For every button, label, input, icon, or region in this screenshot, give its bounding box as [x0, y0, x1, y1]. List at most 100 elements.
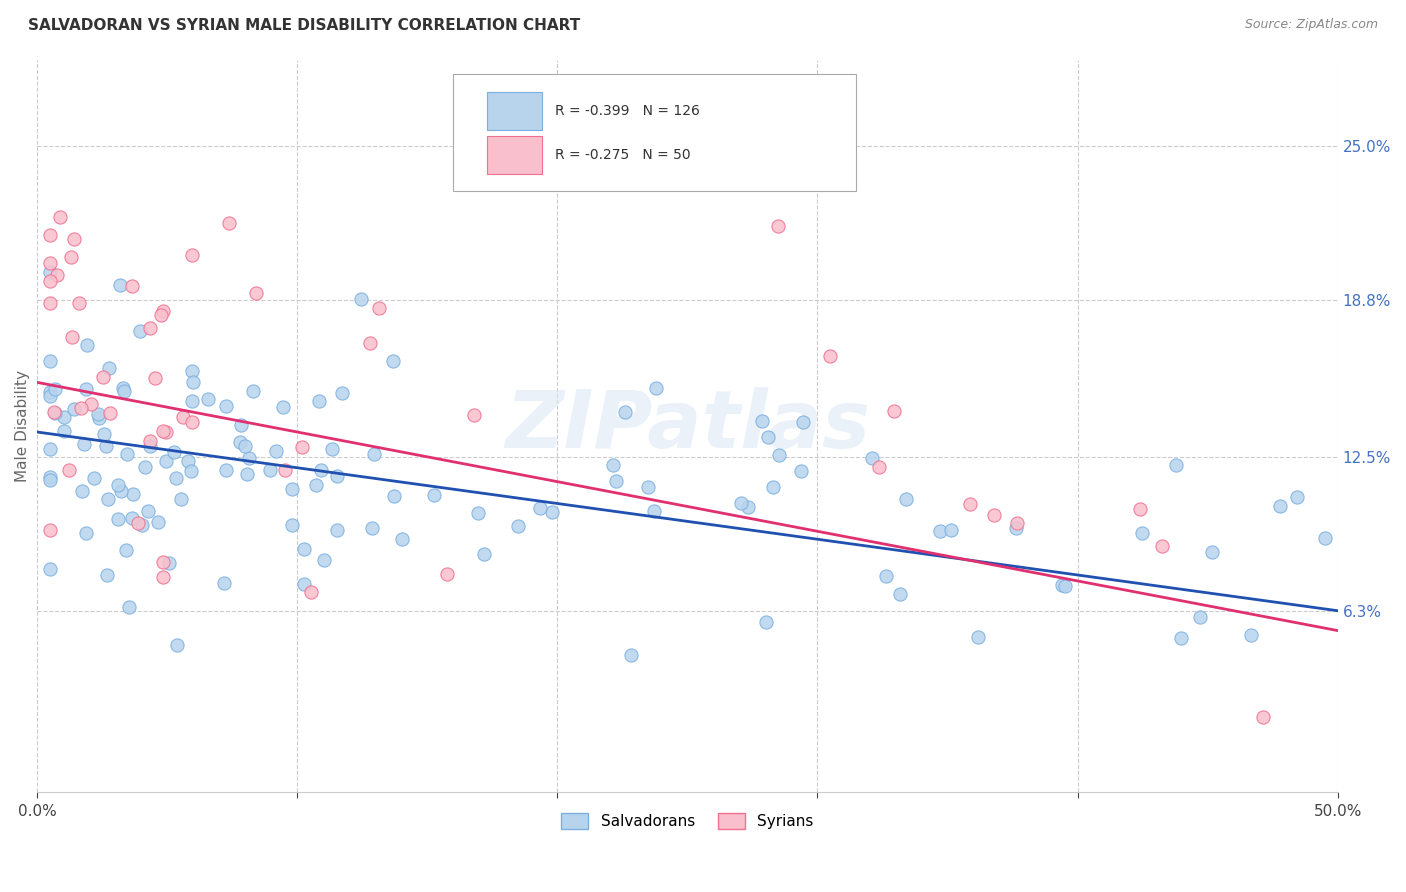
- Point: [1053, 579, 1076, 593]
- Point: [112, 384, 135, 399]
- Point: [382, 489, 405, 503]
- Point: [1286, 491, 1309, 505]
- Point: [39, 274, 62, 288]
- Point: [238, 451, 260, 466]
- Point: [325, 469, 347, 483]
- Point: [751, 414, 773, 428]
- Text: R = -0.275   N = 50: R = -0.275 N = 50: [555, 148, 690, 162]
- Point: [792, 415, 814, 429]
- Point: [229, 434, 252, 449]
- Point: [766, 219, 789, 234]
- Point: [60, 330, 83, 344]
- Point: [39, 295, 62, 310]
- Point: [1007, 516, 1029, 531]
- Point: [818, 349, 841, 363]
- Point: [860, 450, 883, 465]
- Point: [381, 354, 404, 368]
- Point: [70, 484, 93, 499]
- Point: [52, 424, 75, 438]
- Point: [181, 415, 204, 429]
- Point: [768, 448, 790, 462]
- Point: [304, 478, 326, 492]
- Point: [643, 504, 665, 518]
- Point: [737, 500, 759, 515]
- Point: [1164, 458, 1187, 473]
- Point: [155, 425, 177, 439]
- Point: [1050, 578, 1073, 592]
- Point: [762, 480, 785, 494]
- Point: [39, 265, 62, 279]
- Point: [1129, 502, 1152, 516]
- Point: [39, 256, 62, 270]
- Point: [79, 396, 101, 410]
- Point: [39, 523, 62, 537]
- Text: Source: ZipAtlas.com: Source: ZipAtlas.com: [1244, 18, 1378, 31]
- Point: [197, 392, 219, 407]
- Point: [233, 440, 256, 454]
- Point: [529, 500, 551, 515]
- Point: [180, 464, 202, 478]
- Point: [63, 232, 86, 246]
- Point: [181, 248, 204, 262]
- Point: [117, 600, 139, 615]
- Point: [292, 542, 315, 557]
- Point: [280, 483, 302, 497]
- Point: [602, 458, 624, 473]
- Point: [146, 515, 169, 529]
- Point: [44, 382, 66, 396]
- Point: [75, 526, 97, 541]
- Point: [39, 473, 62, 487]
- Point: [107, 512, 129, 526]
- Point: [620, 648, 643, 662]
- Point: [350, 292, 373, 306]
- Point: [172, 410, 194, 425]
- Point: [1170, 631, 1192, 645]
- Point: [308, 394, 330, 409]
- Point: [214, 575, 236, 590]
- Point: [423, 488, 446, 502]
- Point: [613, 405, 636, 419]
- Point: [93, 427, 115, 442]
- Point: [152, 570, 174, 584]
- Point: [637, 480, 659, 494]
- Point: [44, 404, 66, 418]
- Point: [294, 576, 316, 591]
- Point: [143, 370, 166, 384]
- Point: [790, 463, 813, 477]
- Point: [131, 517, 153, 532]
- Point: [58, 463, 80, 477]
- Point: [39, 470, 62, 484]
- Point: [108, 277, 131, 292]
- Point: [312, 553, 335, 567]
- Point: [127, 516, 149, 530]
- Point: [259, 463, 281, 477]
- Point: [391, 532, 413, 546]
- Point: [49, 210, 72, 224]
- Point: [1188, 610, 1211, 624]
- Point: [87, 411, 110, 425]
- Point: [755, 615, 778, 630]
- Point: [1268, 500, 1291, 514]
- Point: [181, 376, 204, 390]
- Point: [883, 404, 905, 418]
- Point: [170, 492, 193, 507]
- Point: [76, 338, 98, 352]
- Point: [157, 556, 180, 570]
- Point: [463, 408, 485, 422]
- Point: [94, 439, 117, 453]
- FancyBboxPatch shape: [486, 136, 541, 174]
- Point: [139, 434, 162, 448]
- Point: [506, 519, 529, 533]
- Point: [1130, 525, 1153, 540]
- Point: [165, 471, 187, 485]
- Point: [152, 303, 174, 318]
- Point: [472, 548, 495, 562]
- Point: [70, 401, 93, 415]
- Point: [868, 459, 890, 474]
- Point: [321, 442, 343, 457]
- Point: [46, 268, 69, 282]
- Point: [44, 406, 66, 420]
- Point: [96, 568, 118, 582]
- Point: [756, 430, 779, 444]
- Point: [60, 250, 83, 264]
